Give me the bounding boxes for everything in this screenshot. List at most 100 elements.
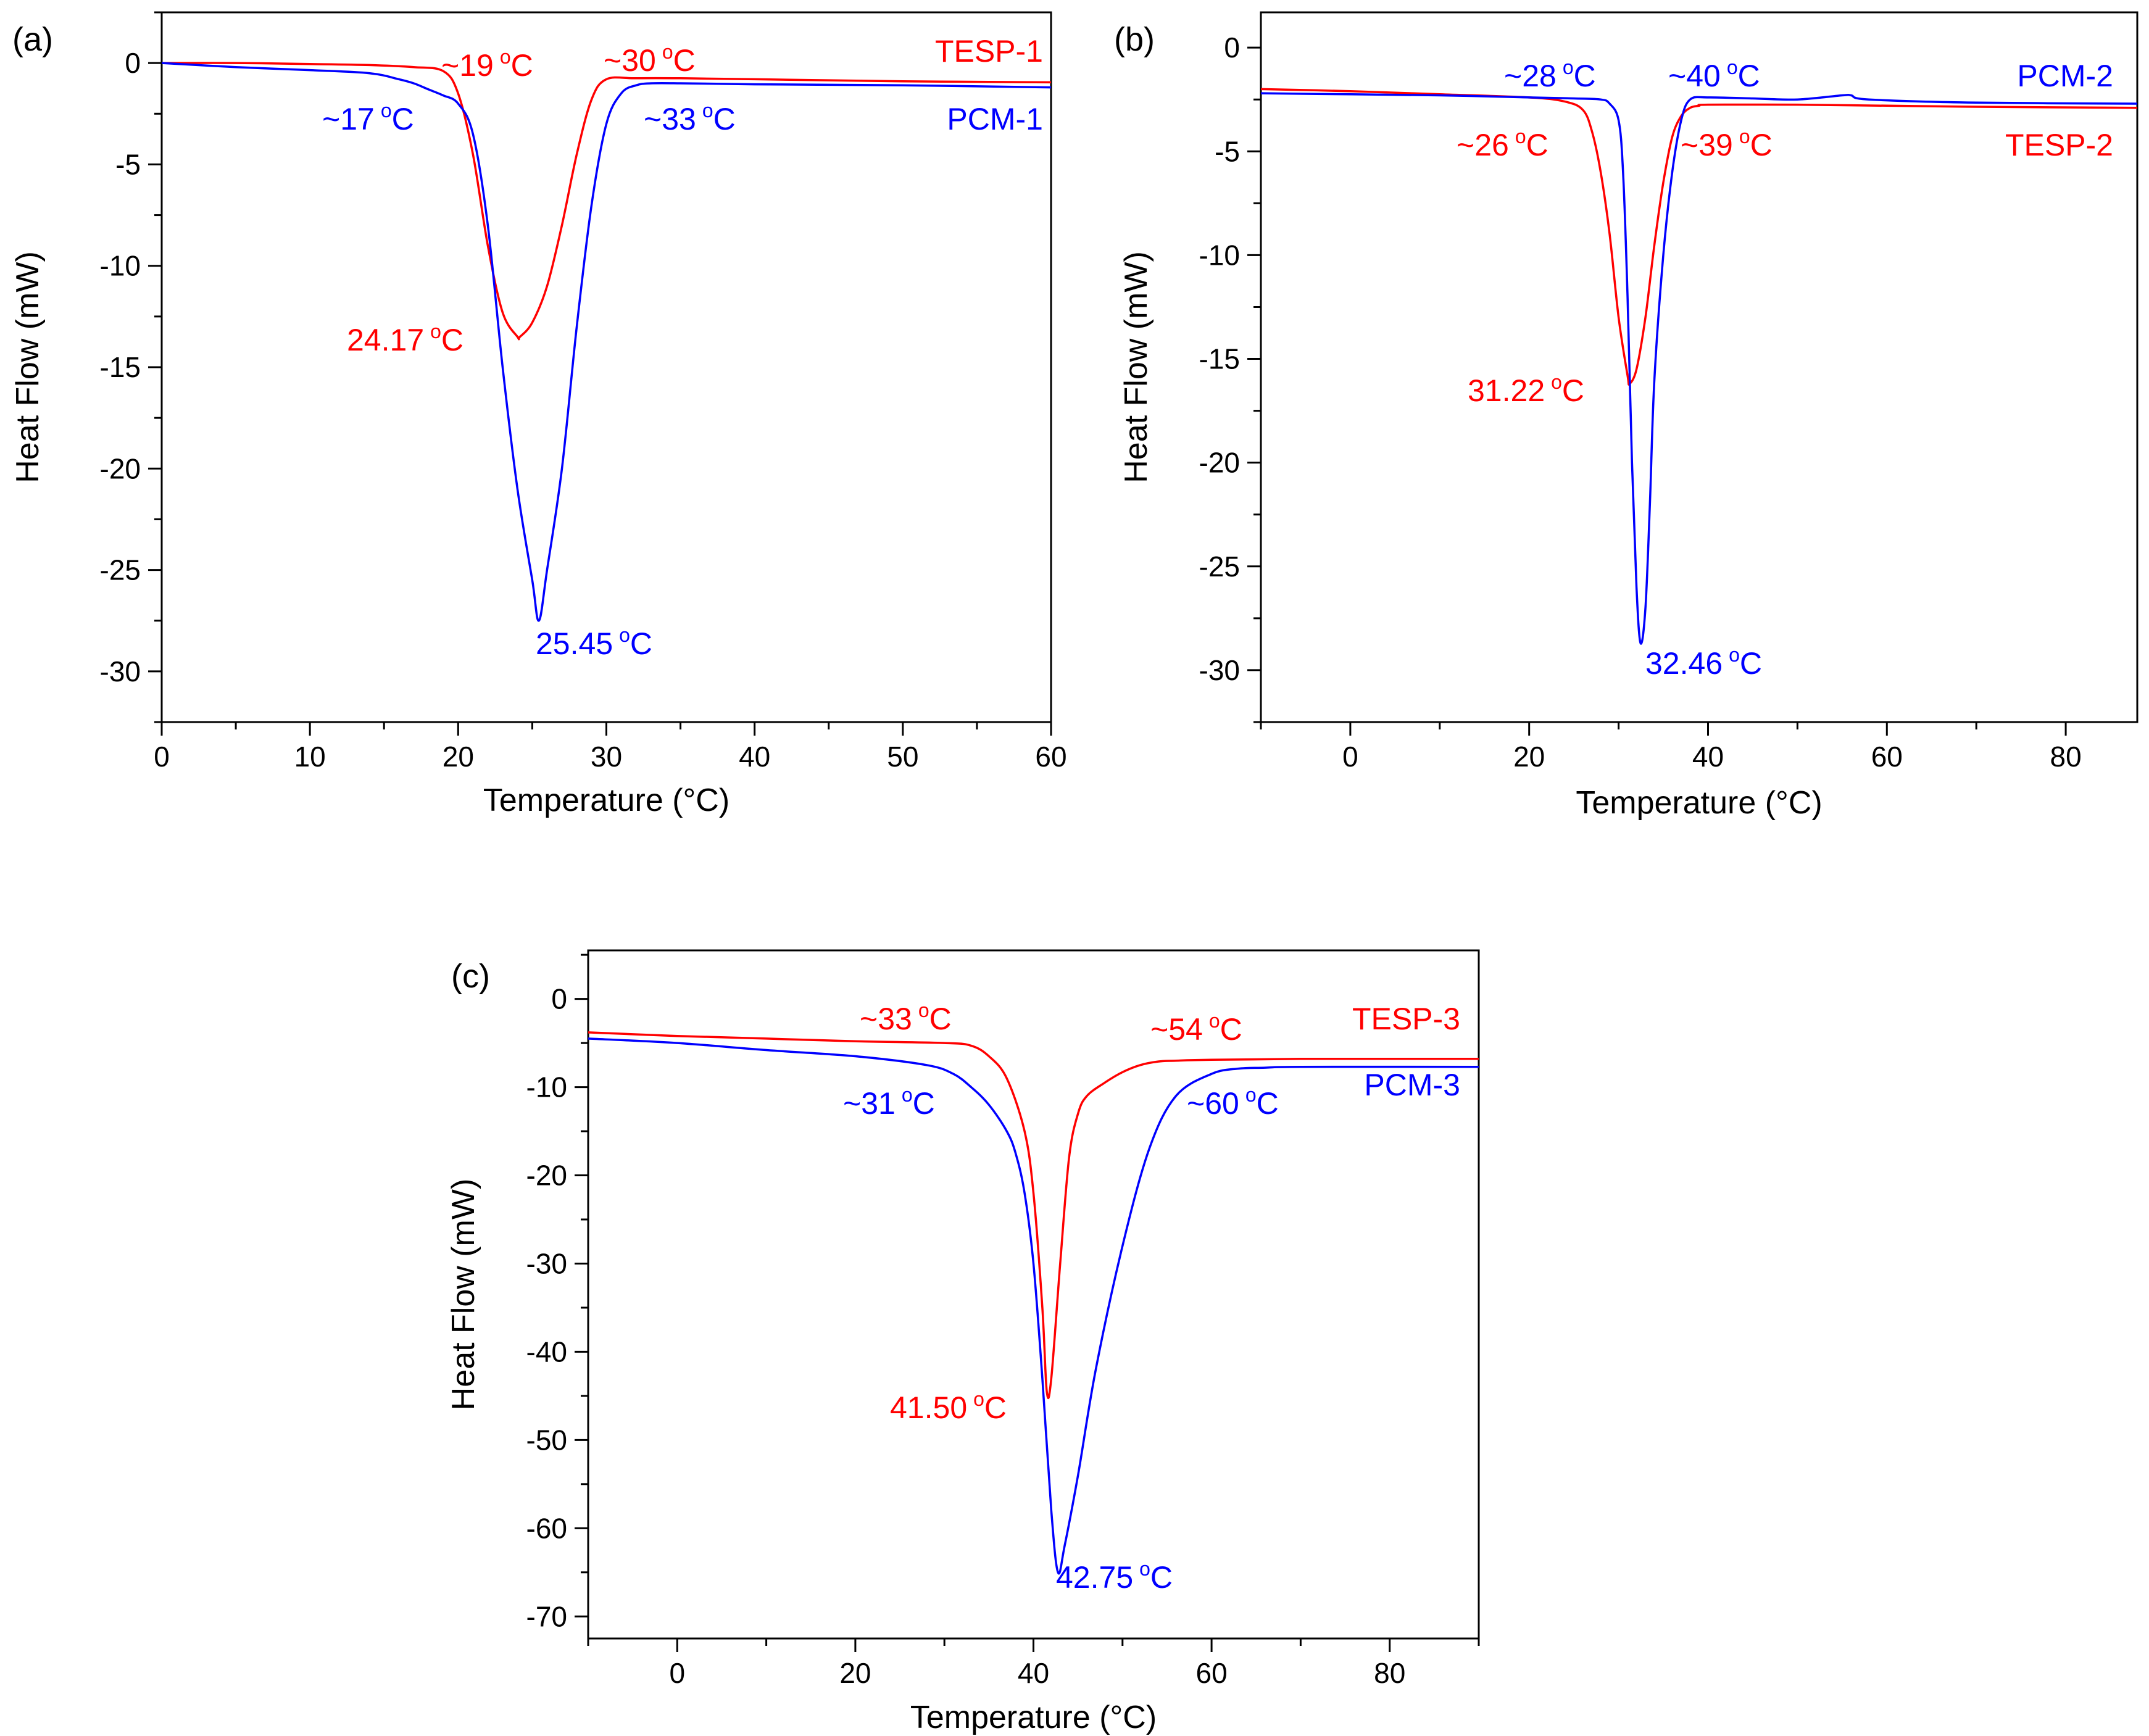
annotation-value: ~33 (644, 102, 696, 136)
annotation-degree: o (1727, 56, 1738, 78)
x-tick-label: 40 (739, 741, 770, 773)
annotation-value: ~19 (441, 48, 494, 83)
annotation-degree: o (619, 624, 630, 646)
annotation-unit: C (1220, 1012, 1242, 1047)
temperature-annotation: 41.50 oC (890, 1388, 1007, 1425)
y-tick-label: -20 (1199, 447, 1240, 479)
x-axis-title: Temperature (°C) (483, 783, 729, 818)
annotation-degree: o (1139, 1558, 1150, 1580)
annotation-degree: o (500, 46, 511, 68)
y-tick-label: -30 (100, 655, 141, 687)
annotation-unit: C (1740, 646, 1762, 681)
x-tick-label: 60 (1196, 1657, 1228, 1689)
x-tick-label: 80 (1374, 1657, 1405, 1689)
temperature-annotation: ~33 oC (860, 999, 952, 1036)
legend-label-pcm-1: PCM-1 (947, 102, 1043, 136)
annotation-value: ~40 (1668, 59, 1721, 93)
x-tick-label: 50 (887, 741, 918, 773)
annotation-value: ~17 (322, 102, 375, 136)
y-tick-label: -40 (526, 1335, 567, 1368)
annotation-value: ~26 (1457, 128, 1509, 162)
annotation-degree: o (918, 999, 929, 1021)
x-tick-label: 0 (154, 741, 170, 773)
series-line-tesp-2 (1261, 88, 2137, 386)
annotation-degree: o (1739, 125, 1750, 147)
annotation-degree: o (902, 1084, 913, 1106)
annotation-degree: o (1209, 1010, 1220, 1032)
panel-label: (a) (12, 21, 53, 58)
temperature-annotation: 25.45 oC (536, 624, 652, 661)
annotation-value: ~33 (860, 1002, 912, 1036)
annotation-unit: C (1562, 373, 1584, 408)
annotation-degree: o (662, 41, 673, 63)
temperature-annotation: ~17 oC (322, 99, 414, 136)
plot-frame (1260, 11, 2139, 723)
annotation-degree: o (1563, 56, 1574, 78)
annotation-unit: C (1257, 1086, 1279, 1121)
annotation-degree: o (1729, 644, 1740, 666)
plot-frame (587, 949, 1480, 1640)
annotation-unit: C (392, 102, 414, 136)
x-tick-label: 60 (1035, 741, 1066, 773)
annotation-degree: o (1551, 371, 1562, 393)
annotation-unit: C (1750, 128, 1773, 162)
y-axis-title: Heat Flow (mW) (1118, 251, 1154, 483)
legend-label-pcm-3: PCM-3 (1364, 1068, 1460, 1102)
temperature-annotation: ~31 oC (843, 1084, 935, 1121)
x-tick-label: 10 (294, 741, 326, 773)
temperature-annotation: ~33 oC (644, 99, 736, 136)
temperature-annotation: ~54 oC (1150, 1010, 1242, 1047)
annotation-value: 25.45 (536, 626, 613, 661)
legend-label-tesp-3: TESP-3 (1352, 1002, 1460, 1036)
x-axis-title: Temperature (°C) (1576, 785, 1822, 821)
y-tick-label: -10 (1199, 239, 1240, 271)
y-tick-label: 0 (551, 983, 567, 1015)
annotation-unit: C (630, 626, 652, 661)
y-tick-label: -20 (526, 1160, 567, 1192)
y-tick-label: -50 (526, 1424, 567, 1456)
annotation-unit: C (1738, 59, 1760, 93)
series-line-pcm-2 (1261, 92, 2137, 645)
y-tick-label: 0 (125, 47, 141, 79)
annotation-degree: o (1245, 1084, 1257, 1106)
annotation-degree: o (381, 99, 392, 122)
annotation-degree: o (1515, 125, 1526, 147)
temperature-annotation: ~39 oC (1681, 125, 1773, 162)
y-tick-label: -10 (100, 250, 141, 282)
annotation-unit: C (1526, 128, 1548, 162)
annotation-value: ~54 (1150, 1012, 1203, 1047)
x-tick-label: 0 (670, 1657, 686, 1689)
plot-frame (160, 11, 1052, 723)
annotation-unit: C (984, 1390, 1007, 1425)
annotation-value: ~60 (1187, 1086, 1239, 1121)
y-tick-label: 0 (1224, 31, 1240, 64)
annotation-value: 31.22 (1468, 373, 1545, 408)
y-tick-label: -30 (1199, 654, 1240, 686)
temperature-annotation: ~26 oC (1457, 125, 1548, 162)
temperature-annotation: ~60 oC (1187, 1084, 1279, 1121)
annotation-unit: C (713, 102, 736, 136)
x-tick-label: 0 (1342, 741, 1358, 773)
chart-panel-3: 0 20 40 60 80 0 -10 -20 -30 -40 -50 -60 -70 Temperatu… (446, 949, 1480, 1735)
annotation-degree: o (702, 99, 713, 122)
annotation-value: ~28 (1504, 59, 1557, 93)
legend-label-tesp-1: TESP-1 (935, 34, 1043, 69)
annotation-unit: C (1150, 1560, 1173, 1595)
temperature-annotation: ~30 oC (604, 41, 696, 78)
x-axis-title: Temperature (°C) (910, 1700, 1157, 1735)
temperature-annotation: ~28 oC (1504, 56, 1596, 93)
temperature-annotation: 31.22 oC (1468, 371, 1584, 408)
series-line-tesp-3 (588, 1031, 1479, 1400)
x-tick-label: 20 (1513, 741, 1545, 773)
temperature-annotation: 32.46 oC (1645, 644, 1762, 681)
temperature-annotation: 42.75 oC (1056, 1558, 1173, 1595)
x-tick-label: 60 (1871, 741, 1903, 773)
series-line-tesp-1 (162, 62, 1051, 341)
annotation-unit: C (511, 48, 533, 83)
annotation-unit: C (673, 43, 696, 78)
y-tick-label: -5 (1215, 135, 1240, 167)
y-tick-label: -25 (1199, 550, 1240, 583)
x-tick-label: 40 (1692, 741, 1724, 773)
y-axis-title: Heat Flow (mW) (446, 1179, 481, 1411)
